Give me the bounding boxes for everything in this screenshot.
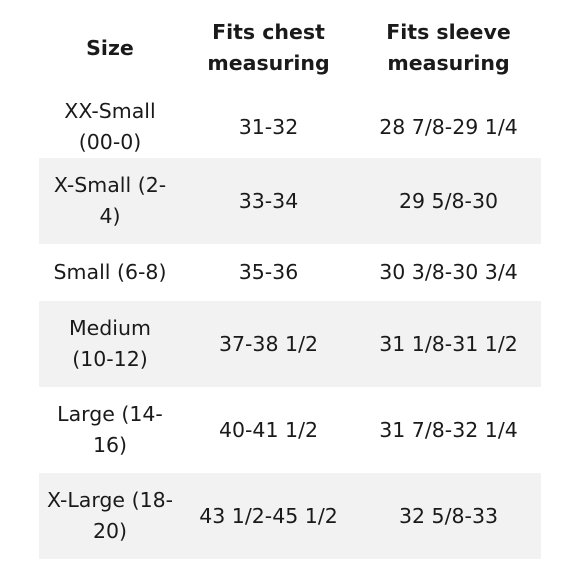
size-cell: Medium (10-12) — [39, 301, 181, 387]
chest-cell: 37-38 1/2 — [181, 301, 356, 387]
size-label: XX-Small (00-0) — [64, 99, 156, 154]
sleeve-cell: 28 7/8-29 1/4 — [379, 114, 518, 139]
header-chest: Fits chest measuring — [207, 20, 330, 75]
chest-cell: 31-32 — [238, 114, 299, 139]
chest-cell: 43 1/2-45 1/2 — [181, 473, 356, 559]
size-label: Medium (10-12) — [69, 316, 151, 371]
header-sleeve: Fits sleeve measuring — [386, 20, 511, 75]
chest-cell: 35-36 — [238, 260, 299, 284]
sleeve-cell: 31 7/8-32 1/4 — [379, 417, 518, 442]
table-row: XX-Small (00-0) 31-32 28 7/8-29 1/4 — [39, 96, 541, 158]
size-cell: X-Large (18-20) — [39, 473, 181, 559]
sleeve-cell: 30 3/8-30 3/4 — [379, 260, 518, 284]
sleeve-cell: 32 5/8-33 — [356, 473, 541, 559]
size-chart-table: Size Fits chest measuring Fits sleeve me… — [39, 0, 541, 559]
size-label: Large (14-16) — [57, 402, 163, 457]
size-cell: Small (6-8) — [39, 244, 181, 301]
sleeve-cell: 31 1/8-31 1/2 — [356, 301, 541, 387]
chest-cell: 40-41 1/2 — [218, 417, 319, 442]
table-header-row: Size Fits chest measuring Fits sleeve me… — [39, 0, 541, 96]
size-cell: Large (14-16) — [39, 387, 181, 473]
size-cell: XX-Small (00-0) — [39, 96, 181, 158]
table-row: Large (14-16) 40-41 1/2 31 7/8-32 1/4 — [39, 387, 541, 473]
size-cell: X-Small (2-4) — [39, 158, 181, 244]
table-row: X-Small (2-4) 33-34 29 5/8-30 — [39, 158, 541, 244]
table-row: Medium (10-12) 37-38 1/2 31 1/8-31 1/2 — [39, 301, 541, 387]
table-row: X-Large (18-20) 43 1/2-45 1/2 32 5/8-33 — [39, 473, 541, 559]
table-row: Small (6-8) 35-36 30 3/8-30 3/4 — [39, 244, 541, 301]
size-label: X-Small (2-4) — [53, 173, 167, 228]
size-label: Small (6-8) — [53, 260, 167, 284]
size-label: X-Large (18-20) — [46, 488, 174, 543]
header-size: Size — [86, 35, 134, 60]
chest-cell: 33-34 — [181, 158, 356, 244]
sleeve-cell: 29 5/8-30 — [356, 158, 541, 244]
